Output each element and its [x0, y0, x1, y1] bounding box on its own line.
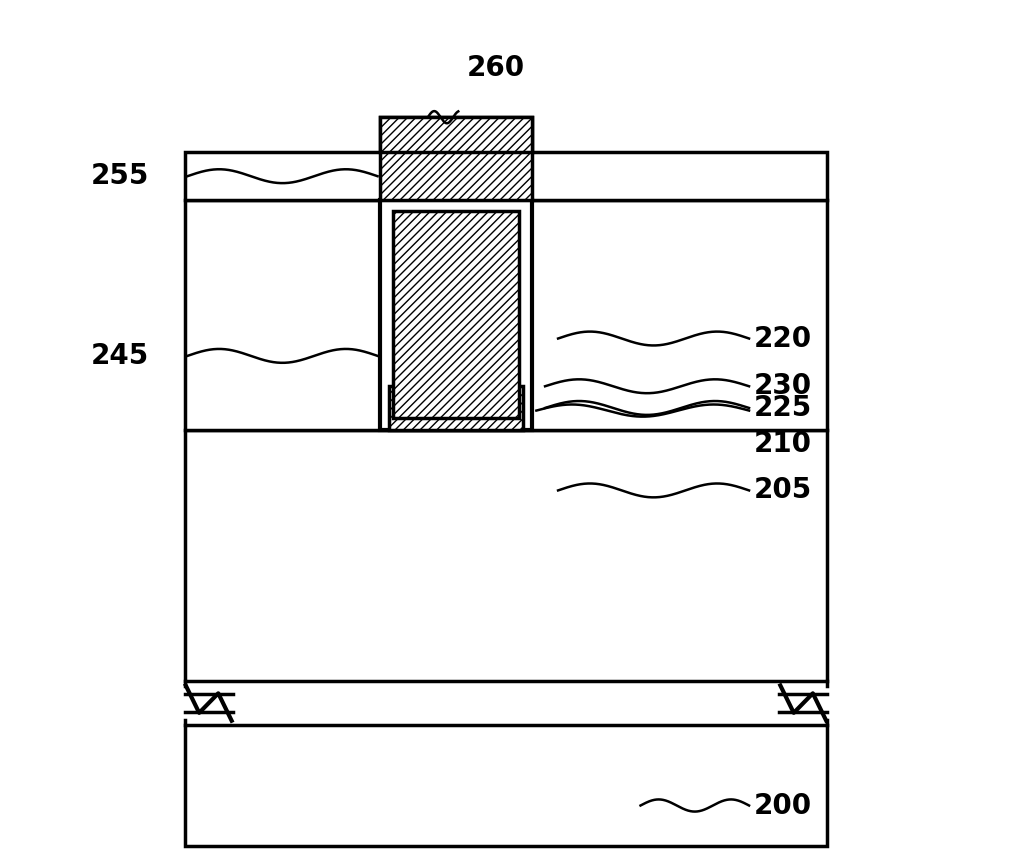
- Bar: [388, 386, 523, 430]
- Bar: [185, 430, 826, 681]
- Bar: [185, 725, 826, 846]
- Text: 205: 205: [752, 477, 811, 504]
- Text: 245: 245: [91, 342, 150, 370]
- Text: 210: 210: [752, 430, 811, 457]
- Bar: [185, 200, 826, 430]
- Text: 230: 230: [752, 372, 811, 400]
- Bar: [380, 200, 532, 430]
- Text: 260: 260: [466, 54, 525, 82]
- Bar: [380, 117, 532, 200]
- Bar: [185, 152, 826, 200]
- Text: 255: 255: [91, 162, 150, 190]
- Bar: [380, 117, 532, 152]
- Text: 225: 225: [752, 394, 811, 422]
- Text: 200: 200: [752, 792, 811, 819]
- Text: 220: 220: [752, 325, 811, 352]
- Bar: [392, 211, 519, 418]
